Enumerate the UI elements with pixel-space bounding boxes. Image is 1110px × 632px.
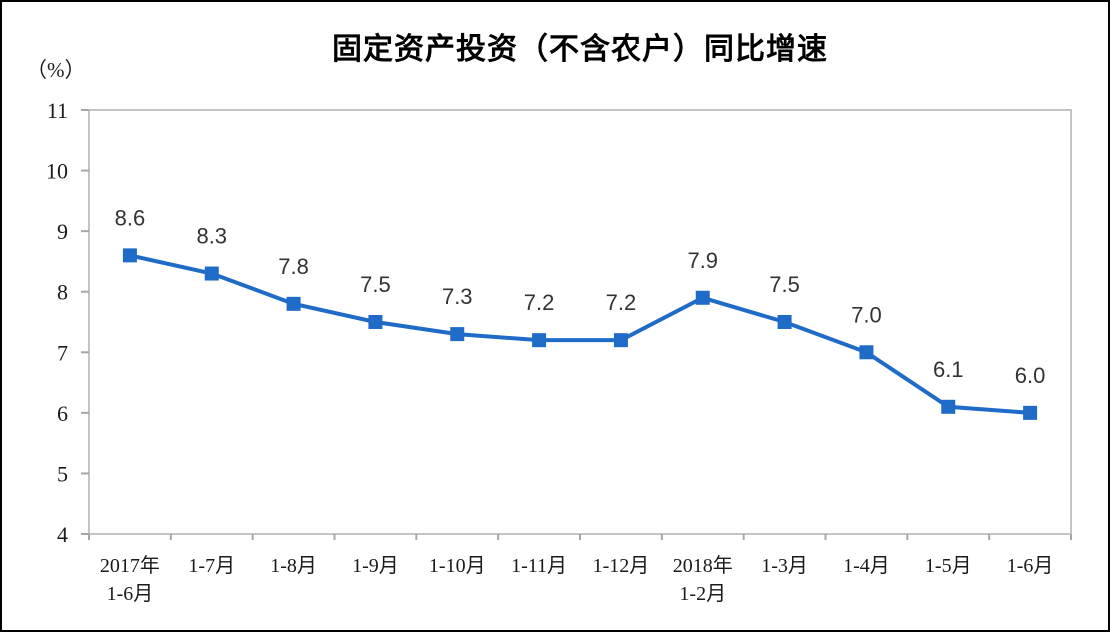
data-point-marker — [1023, 405, 1038, 420]
x-axis-label: 2018年 1-2月 — [673, 554, 733, 605]
data-label: 7.2 — [606, 290, 637, 315]
chart-title: 固定资产投资（不含农户）同比增速 — [332, 33, 828, 66]
data-label: 7.5 — [769, 272, 800, 297]
data-point-marker — [859, 345, 874, 360]
x-axis-label: 1-12月 — [593, 555, 650, 577]
data-label: 6.1 — [933, 357, 964, 382]
y-axis-tick-label: 9 — [57, 219, 68, 244]
data-point-marker — [532, 333, 547, 348]
data-point-marker — [941, 399, 956, 414]
data-point-marker — [368, 315, 383, 329]
x-axis-label: 1-9月 — [352, 555, 399, 577]
x-axis-label: 1-6月 — [1007, 555, 1054, 577]
data-label: 7.2 — [524, 290, 555, 315]
y-axis-tick-label: 4 — [57, 522, 68, 547]
y-axis-tick-label: 7 — [57, 340, 68, 365]
x-axis-label: 1-4月 — [843, 555, 890, 577]
data-point-marker — [286, 296, 301, 311]
data-point-marker — [695, 290, 710, 305]
data-point-marker — [777, 315, 792, 329]
x-axis-label: 2017年 1-6月 — [100, 554, 160, 605]
data-label: 8.6 — [115, 205, 146, 230]
data-label: 7.8 — [278, 254, 309, 279]
x-axis-label: 1-7月 — [188, 555, 235, 577]
data-point-marker — [613, 333, 628, 348]
data-point-marker — [450, 327, 465, 342]
x-axis-label: 1-3月 — [761, 555, 808, 577]
y-axis-tick-label: 11 — [47, 98, 68, 123]
y-axis-tick-label: 6 — [57, 401, 68, 426]
data-point-marker — [204, 266, 219, 281]
x-axis-label: 1-5月 — [925, 555, 972, 577]
data-label: 7.5 — [360, 272, 391, 297]
plot-area-border — [88, 109, 1072, 535]
data-label: 7.0 — [851, 302, 882, 327]
data-line — [129, 253, 1031, 415]
y-axis-unit-label: （%） — [26, 58, 86, 82]
data-label: 7.3 — [442, 284, 473, 309]
data-point-marker — [122, 248, 137, 263]
data-label: 7.9 — [687, 248, 718, 273]
y-axis-tick-label: 5 — [57, 461, 68, 486]
y-axis-tick-label: 10 — [46, 159, 68, 184]
data-label: 6.0 — [1015, 363, 1046, 388]
x-axis-label: 1-11月 — [511, 555, 567, 577]
y-axis-tick-label: 8 — [57, 280, 68, 305]
data-label: 8.3 — [196, 224, 227, 249]
x-axis-label: 1-8月 — [270, 555, 317, 577]
x-axis-label: 1-10月 — [429, 555, 486, 577]
